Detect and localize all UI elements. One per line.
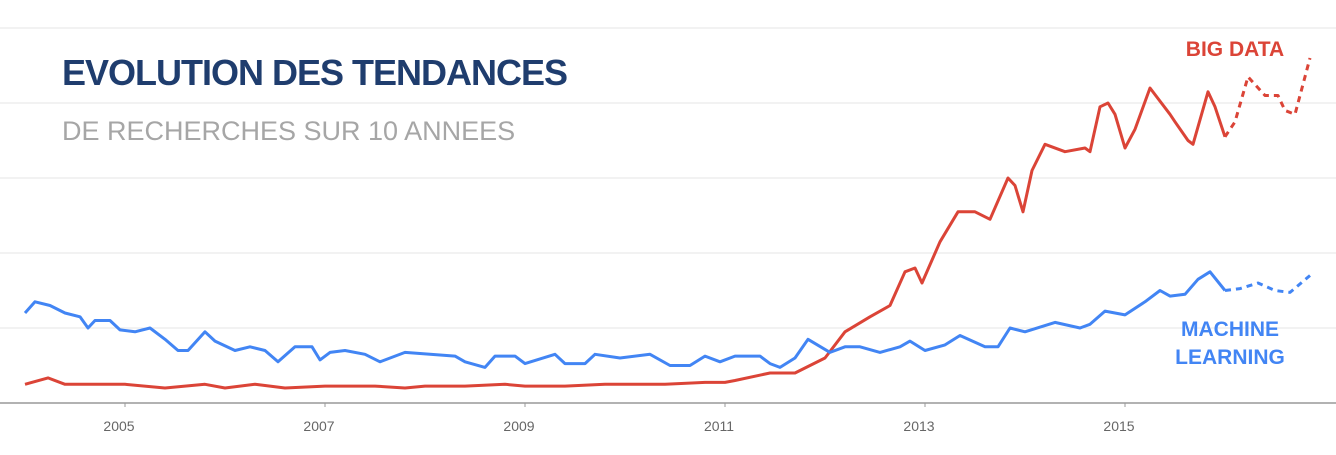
x-tick-label: 2005 xyxy=(103,418,134,434)
series-line xyxy=(23,270,1227,369)
x-tick-label: 2013 xyxy=(903,418,934,434)
chart-subtitle: DE RECHERCHES SUR 10 ANNEES xyxy=(62,116,516,146)
series-label: MACHINE LEARNING xyxy=(1175,318,1285,369)
chart-title: EVOLUTION DES TENDANCES xyxy=(62,52,568,93)
x-tick-label: 2007 xyxy=(303,418,334,434)
series-label: BIG DATA xyxy=(1185,38,1285,61)
series-line-dashed xyxy=(1223,57,1312,138)
x-tick-label: 2015 xyxy=(1103,418,1134,434)
x-tick-label: 2009 xyxy=(503,418,534,434)
series-line xyxy=(24,86,1227,390)
series-line-dashed xyxy=(1224,274,1311,294)
x-tick-label: 2011 xyxy=(704,418,734,434)
